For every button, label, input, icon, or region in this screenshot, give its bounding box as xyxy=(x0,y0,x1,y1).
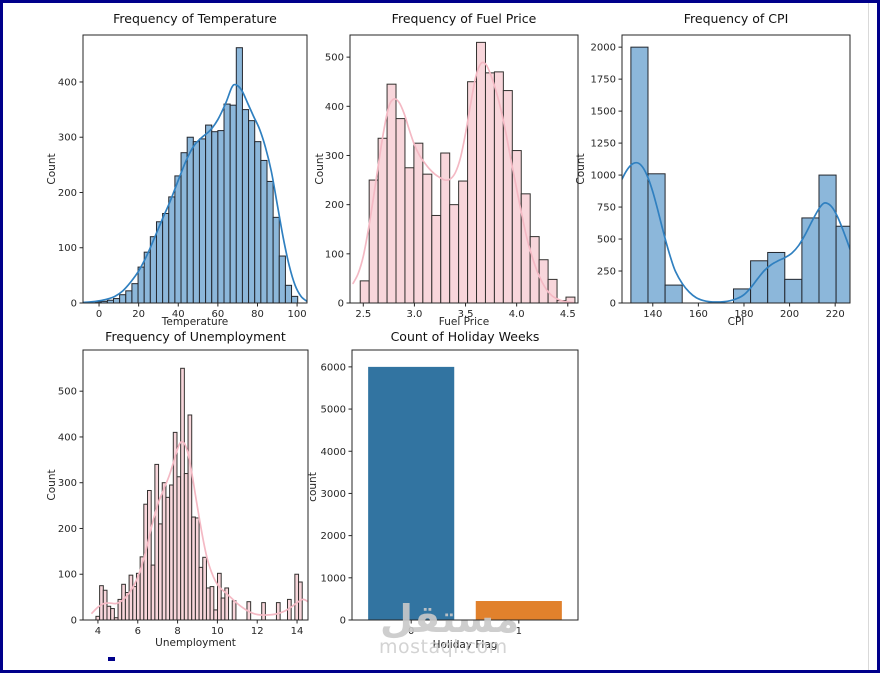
svg-text:1000: 1000 xyxy=(321,573,346,584)
svg-text:100: 100 xyxy=(325,249,344,260)
svg-text:3.5: 3.5 xyxy=(458,309,474,320)
svg-text:100: 100 xyxy=(58,570,77,581)
plot-cpi-histogram: 140 160 180 200 220 0 250 500 750 1000 1250 1500 175… xyxy=(591,34,851,320)
svg-text:1000: 1000 xyxy=(591,171,616,182)
x-axis-label-fuel-price: Fuel Price xyxy=(438,316,490,328)
svg-text:4: 4 xyxy=(95,626,101,637)
x-axis-label-temperature: Temperature xyxy=(161,316,229,328)
plot-temperature-histogram: 0 20 40 60 80 100 0 100 200 300 400 xyxy=(58,34,308,320)
svg-text:8: 8 xyxy=(174,626,180,637)
svg-text:0: 0 xyxy=(340,616,346,627)
svg-text:1250: 1250 xyxy=(591,139,616,150)
svg-text:500: 500 xyxy=(325,53,344,64)
svg-text:500: 500 xyxy=(58,387,77,398)
svg-text:100: 100 xyxy=(288,309,307,320)
svg-text:200: 200 xyxy=(325,200,344,211)
svg-text:3.0: 3.0 xyxy=(406,309,422,320)
svg-text:4000: 4000 xyxy=(321,447,346,458)
svg-text:750: 750 xyxy=(597,203,616,214)
svg-text:1: 1 xyxy=(516,626,522,637)
svg-text:300: 300 xyxy=(325,151,344,162)
x-axis-label-cpi: CPI xyxy=(727,316,745,328)
watermark-arabic-logo: مستقل xyxy=(380,597,519,641)
svg-text:2.5: 2.5 xyxy=(355,309,371,320)
svg-text:200: 200 xyxy=(58,524,77,535)
svg-text:300: 300 xyxy=(58,478,77,489)
svg-text:80: 80 xyxy=(251,309,264,320)
svg-text:12: 12 xyxy=(251,626,264,637)
x-axis-label-unemployment: Unemployment xyxy=(155,637,236,649)
svg-text:3000: 3000 xyxy=(321,489,346,500)
svg-text:4.5: 4.5 xyxy=(560,309,576,320)
svg-text:0: 0 xyxy=(408,626,414,637)
window-edge-line xyxy=(868,3,869,670)
svg-text:100: 100 xyxy=(58,243,77,254)
plot-holiday-bar-chart: 0 1 0 1000 2000 3000 4000 5000 6000 xyxy=(321,349,579,637)
svg-text:0: 0 xyxy=(338,299,344,310)
svg-text:0: 0 xyxy=(71,299,77,310)
svg-text:10: 10 xyxy=(211,626,224,637)
svg-text:5000: 5000 xyxy=(321,405,346,416)
svg-text:140: 140 xyxy=(643,309,662,320)
svg-text:2000: 2000 xyxy=(591,43,616,54)
chart-title-temperature: Frequency of Temperature xyxy=(113,11,277,26)
svg-text:0: 0 xyxy=(71,616,77,627)
svg-text:220: 220 xyxy=(826,309,845,320)
svg-text:200: 200 xyxy=(780,309,799,320)
svg-text:400: 400 xyxy=(58,77,77,88)
svg-text:300: 300 xyxy=(58,133,77,144)
svg-text:4.0: 4.0 xyxy=(509,309,525,320)
svg-text:20: 20 xyxy=(132,309,145,320)
svg-text:14: 14 xyxy=(291,626,304,637)
x-axis-label-holiday-flag: Holiday Flag xyxy=(432,639,498,651)
watermark-domain: mostaql.com xyxy=(379,636,508,658)
svg-text:500: 500 xyxy=(597,235,616,246)
plot-unemployment-histogram: 4 6 8 10 12 14 0 100 200 300 400 500 xyxy=(58,349,309,637)
svg-text:400: 400 xyxy=(325,102,344,113)
svg-text:200: 200 xyxy=(58,188,77,199)
svg-text:1500: 1500 xyxy=(591,107,616,118)
svg-text:0: 0 xyxy=(610,299,616,310)
svg-text:1750: 1750 xyxy=(591,75,616,86)
chart-title-holiday-weeks: Count of Holiday Weeks xyxy=(390,329,540,344)
svg-text:180: 180 xyxy=(734,309,753,320)
svg-text:6000: 6000 xyxy=(321,362,346,373)
svg-text:160: 160 xyxy=(689,309,708,320)
chart-title-cpi: Frequency of CPI xyxy=(683,11,789,26)
svg-text:0: 0 xyxy=(96,309,102,320)
svg-text:60: 60 xyxy=(212,309,225,320)
plot-fuel-price-histogram: 2.5 3.0 3.5 4.0 4.5 0 100 200 300 400 500 xyxy=(325,34,579,320)
svg-text:40: 40 xyxy=(172,309,185,320)
svg-text:400: 400 xyxy=(58,432,77,443)
svg-text:6: 6 xyxy=(135,626,141,637)
chart-title-unemployment: Frequency of Unemployment xyxy=(105,329,286,344)
chart-title-fuel-price: Frequency of Fuel Price xyxy=(391,11,537,26)
svg-text:250: 250 xyxy=(597,267,616,278)
svg-text:2000: 2000 xyxy=(321,531,346,542)
cursor-artifact xyxy=(108,657,115,661)
